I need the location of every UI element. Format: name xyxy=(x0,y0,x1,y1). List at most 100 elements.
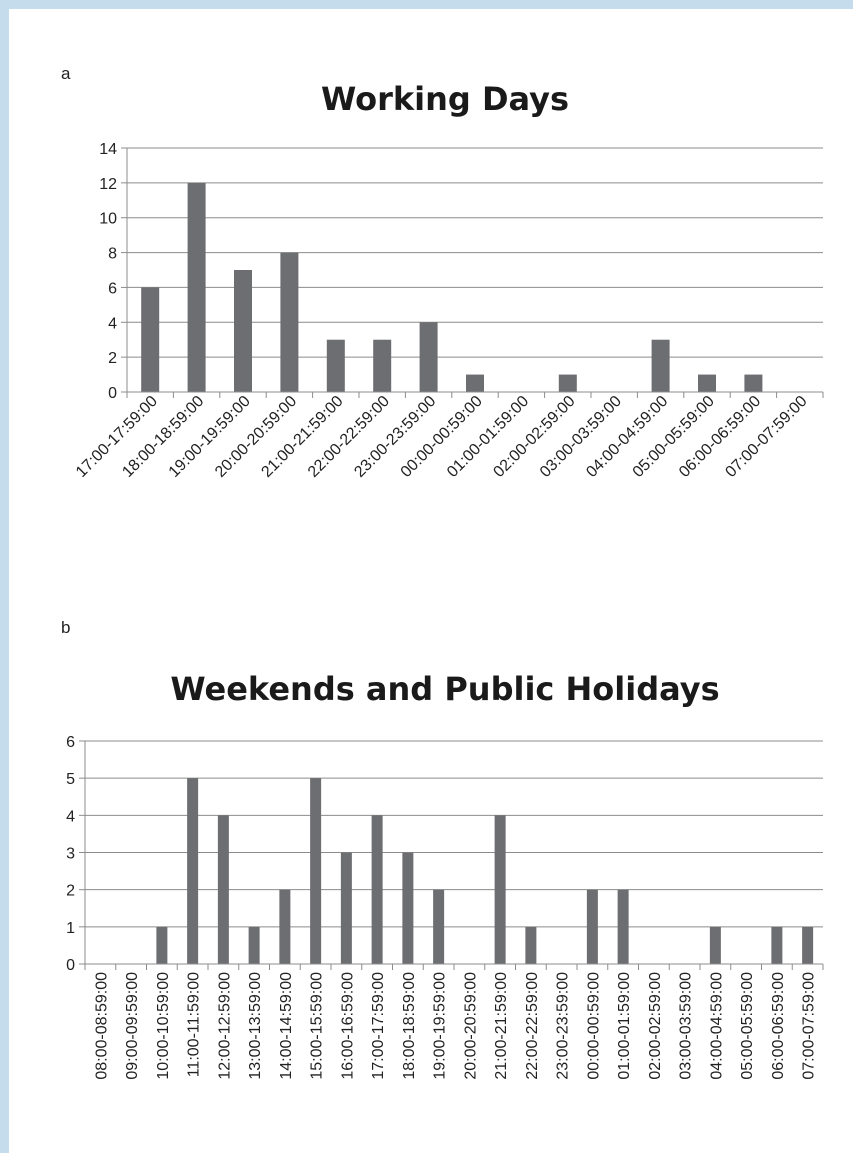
x-tick-label: 00:00-00:59:00 xyxy=(585,972,602,1080)
bar xyxy=(234,270,252,392)
bar xyxy=(466,374,484,392)
y-tick-label: 6 xyxy=(108,280,117,297)
x-tick-label: 05:00-05:59:00 xyxy=(630,393,718,481)
x-tick-label: 20:00-20:59:00 xyxy=(212,393,300,481)
gridlines xyxy=(127,147,823,358)
bar xyxy=(373,339,392,392)
bar xyxy=(310,778,322,964)
panel-label-a: a xyxy=(61,64,71,83)
bar xyxy=(433,889,445,964)
gridlines xyxy=(85,740,823,928)
panel-label-b: b xyxy=(61,618,70,637)
bar xyxy=(617,889,629,964)
y-tick-label: 4 xyxy=(108,315,117,332)
axes xyxy=(121,147,824,398)
bar xyxy=(744,374,763,392)
x-tick-label: 19:00-19:59:00 xyxy=(432,972,449,1080)
x-tick-label: 01:00-01:59:00 xyxy=(444,393,532,481)
x-tick-label: 16:00-16:59:00 xyxy=(339,972,356,1080)
bar xyxy=(279,889,291,964)
bar xyxy=(494,815,506,964)
x-tick-label: 06:00-06:59:00 xyxy=(676,393,764,481)
y-tick-label: 0 xyxy=(108,385,117,402)
y-tick-label: 14 xyxy=(99,141,117,158)
y-tick-label: 10 xyxy=(99,211,117,228)
x-tick-label: 02:00-02:59:00 xyxy=(647,972,664,1080)
y-tick-label: 2 xyxy=(66,883,75,900)
bar xyxy=(187,182,206,392)
bar xyxy=(340,852,352,964)
y-tick-label: 2 xyxy=(108,350,117,367)
x-tick-label: 20:00-20:59:00 xyxy=(462,972,479,1080)
y-tick-label: 8 xyxy=(108,246,117,263)
x-tick-label: 11:00-11:59:00 xyxy=(186,972,203,1077)
x-tick-label: 03:00-03:59:00 xyxy=(678,972,695,1080)
bar xyxy=(248,926,260,964)
x-tick-label: 10:00-10:59:00 xyxy=(155,972,172,1080)
bar xyxy=(709,926,721,964)
y-tick-label: 12 xyxy=(99,176,117,193)
chart-title-weekends-holidays: Weekends and Public Holidays xyxy=(170,670,719,708)
x-tick-label: 22:00-22:59:00 xyxy=(305,393,393,481)
axes xyxy=(79,740,824,970)
x-tick-label: 21:00-21:59:00 xyxy=(493,972,510,1080)
y-tick-label: 6 xyxy=(66,734,75,751)
bar xyxy=(280,252,299,392)
bar xyxy=(698,374,716,392)
chart-working-days: a Working Days 0 2 4 6 8 10 12 14 17:00-17:59:0… xyxy=(61,64,824,481)
x-tick-label: 03:00-03:59:00 xyxy=(537,393,625,481)
x-tick-label: 13:00-13:59:00 xyxy=(247,972,264,1080)
x-tick-labels: 17:00-17:59:0018:00-18:59:0019:00-19:59:… xyxy=(73,393,811,481)
x-tick-label: 22:00-22:59:00 xyxy=(524,972,541,1080)
x-tick-label: 18:00-18:59:00 xyxy=(401,972,418,1080)
x-tick-label: 15:00-15:59:00 xyxy=(309,972,326,1080)
bar xyxy=(187,778,199,964)
bar xyxy=(586,889,598,964)
x-tick-label: 02:00-02:59:00 xyxy=(490,393,578,481)
bar xyxy=(402,852,414,964)
bar xyxy=(651,339,670,392)
x-tick-label: 23:00-23:59:00 xyxy=(555,972,572,1080)
bar xyxy=(771,926,783,964)
bars xyxy=(141,182,763,392)
x-tick-label: 00:00-00:59:00 xyxy=(398,393,486,481)
bar xyxy=(558,374,577,392)
x-tick-label: 05:00-05:59:00 xyxy=(739,972,756,1080)
x-tick-label: 17:00-17:59:00 xyxy=(73,393,161,481)
x-tick-label: 06:00-06:59:00 xyxy=(770,972,787,1080)
bar xyxy=(326,339,345,392)
x-tick-label: 17:00-17:59:00 xyxy=(370,972,387,1080)
x-tick-label: 18:00-18:59:00 xyxy=(119,393,207,481)
bar xyxy=(419,322,438,392)
x-tick-label: 21:00-21:59:00 xyxy=(258,393,346,481)
bar xyxy=(217,815,229,964)
x-tick-label: 07:00-07:59:00 xyxy=(801,972,818,1080)
x-tick-label: 04:00-04:59:00 xyxy=(708,972,725,1080)
bar xyxy=(156,926,168,964)
chart-title-working-days: Working Days xyxy=(321,80,569,118)
y-tick-labels: 0 1 2 3 4 5 6 xyxy=(66,734,75,974)
x-tick-label: 09:00-09:59:00 xyxy=(124,972,141,1080)
bar xyxy=(141,287,160,392)
x-tick-label: 14:00-14:59:00 xyxy=(278,972,295,1080)
x-tick-labels: 08:00-08:59:00 09:00-09:59:00 10:00-10:59:… xyxy=(93,972,817,1080)
y-tick-label: 4 xyxy=(66,808,75,825)
x-tick-label: 07:00-07:59:00 xyxy=(722,393,810,481)
x-tick-label: 01:00-01:59:00 xyxy=(616,972,633,1080)
bars xyxy=(156,778,814,964)
y-tick-labels: 0 2 4 6 8 10 12 14 xyxy=(99,141,117,402)
bar xyxy=(371,815,383,964)
x-tick-label: 08:00-08:59:00 xyxy=(93,972,110,1080)
y-tick-label: 0 xyxy=(66,957,75,974)
x-tick-label: 04:00-04:59:00 xyxy=(583,393,671,481)
x-tick-label: 23:00-23:59:00 xyxy=(351,393,439,481)
chart-weekends-holidays: b Weekends and Public Holidays 0 1 2 3 4 5 6 0… xyxy=(61,618,824,1080)
y-tick-label: 3 xyxy=(66,846,75,863)
bar xyxy=(525,926,537,964)
x-tick-label: 12:00-12:59:00 xyxy=(216,972,233,1080)
x-tick-label: 19:00-19:59:00 xyxy=(166,393,254,481)
y-tick-label: 5 xyxy=(66,771,75,788)
y-tick-label: 1 xyxy=(66,920,75,937)
